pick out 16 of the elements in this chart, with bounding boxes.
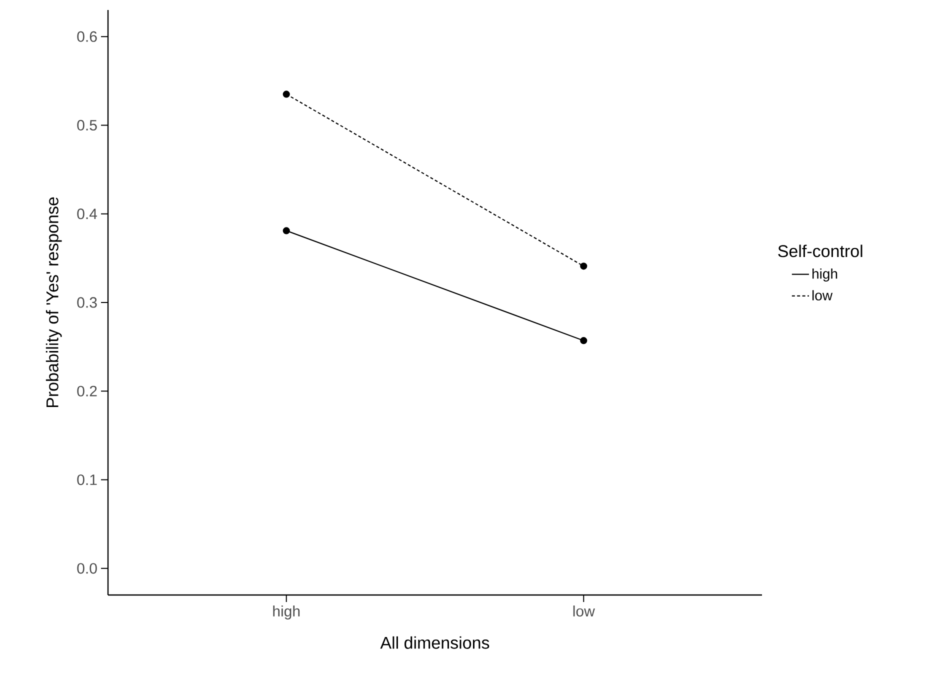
point bbox=[282, 227, 290, 234]
y-tick-label: 0.1 bbox=[77, 474, 97, 486]
y-tick-label: 0.5 bbox=[77, 120, 97, 131]
y-tick-label: 0.6 bbox=[77, 31, 97, 42]
x-axis-title: All dimensions bbox=[380, 636, 490, 649]
point bbox=[580, 262, 588, 270]
y-tick-label: 0.4 bbox=[77, 208, 98, 220]
point bbox=[580, 337, 588, 344]
point bbox=[282, 90, 290, 98]
y-tick-label: 0.0 bbox=[77, 563, 97, 574]
y-axis-title: Probability of 'Yes' response bbox=[46, 197, 62, 408]
y-tick-label: 0.3 bbox=[77, 297, 97, 308]
legend-title: Self-control bbox=[778, 244, 862, 258]
legend-label: high bbox=[812, 268, 838, 282]
legend-label: low bbox=[812, 290, 833, 300]
y-tick-label: 0.2 bbox=[77, 386, 97, 396]
